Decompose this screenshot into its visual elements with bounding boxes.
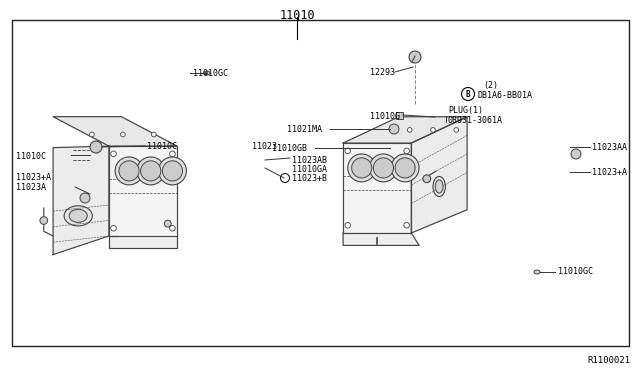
Text: 11010GA: 11010GA [292, 164, 327, 173]
Circle shape [141, 161, 161, 181]
Text: 11023A: 11023A [16, 183, 46, 192]
Bar [12, 20, 629, 346]
Text: 11010G: 11010G [370, 112, 400, 121]
Text: DB1A6-BB01A: DB1A6-BB01A [477, 90, 532, 99]
Circle shape [111, 225, 116, 231]
Ellipse shape [69, 209, 87, 222]
Circle shape [345, 148, 351, 154]
Text: 11023+A: 11023+A [592, 167, 627, 176]
Ellipse shape [204, 71, 210, 75]
Polygon shape [412, 117, 467, 233]
Circle shape [389, 124, 399, 134]
Circle shape [164, 220, 172, 227]
Circle shape [391, 154, 419, 182]
Polygon shape [343, 233, 419, 246]
Text: 11010C: 11010C [147, 141, 177, 151]
Circle shape [423, 175, 431, 183]
Circle shape [454, 128, 459, 132]
Ellipse shape [64, 206, 92, 226]
Ellipse shape [534, 270, 540, 274]
Text: 11021MA: 11021MA [287, 125, 322, 134]
Text: 11023+A: 11023+A [16, 173, 51, 182]
Circle shape [404, 148, 410, 154]
Ellipse shape [435, 180, 443, 193]
Text: 11023AA: 11023AA [592, 142, 627, 151]
Circle shape [111, 151, 116, 157]
Polygon shape [109, 146, 177, 236]
Text: 11010GC: 11010GC [558, 267, 593, 276]
Text: 12293: 12293 [370, 67, 395, 77]
Text: 11023AB: 11023AB [292, 155, 327, 164]
Polygon shape [53, 146, 109, 254]
Text: 11023: 11023 [252, 141, 277, 151]
Circle shape [373, 158, 394, 178]
Polygon shape [343, 143, 412, 233]
Circle shape [404, 222, 410, 228]
Circle shape [90, 132, 94, 137]
Circle shape [119, 161, 139, 181]
Circle shape [80, 193, 90, 203]
Circle shape [170, 151, 175, 157]
Text: 11010GB: 11010GB [272, 144, 307, 153]
Circle shape [152, 132, 156, 137]
Circle shape [120, 132, 125, 137]
Circle shape [115, 157, 143, 185]
Circle shape [348, 154, 376, 182]
Circle shape [90, 141, 102, 153]
Circle shape [170, 225, 175, 231]
Polygon shape [53, 117, 177, 146]
Text: PLUG(1): PLUG(1) [448, 106, 483, 115]
Circle shape [571, 149, 581, 159]
Text: 11023+B: 11023+B [292, 173, 327, 183]
Polygon shape [343, 117, 467, 143]
Circle shape [137, 157, 164, 185]
Text: B: B [466, 90, 470, 99]
Circle shape [369, 154, 397, 182]
Circle shape [431, 128, 435, 132]
Text: (2): (2) [483, 80, 498, 90]
Text: R1100021: R1100021 [588, 356, 630, 365]
Text: 11010GC: 11010GC [193, 68, 228, 77]
Circle shape [345, 222, 351, 228]
Circle shape [408, 128, 412, 132]
Text: 11010C: 11010C [16, 151, 46, 160]
Ellipse shape [433, 176, 445, 196]
Text: 08931-3061A: 08931-3061A [448, 115, 503, 125]
Circle shape [163, 161, 182, 181]
Bar [396, 112, 403, 119]
Circle shape [395, 158, 415, 178]
Circle shape [159, 157, 186, 185]
Circle shape [40, 217, 47, 224]
Polygon shape [109, 236, 177, 248]
Circle shape [409, 51, 421, 63]
Text: 11010: 11010 [280, 9, 316, 22]
Circle shape [351, 158, 372, 178]
